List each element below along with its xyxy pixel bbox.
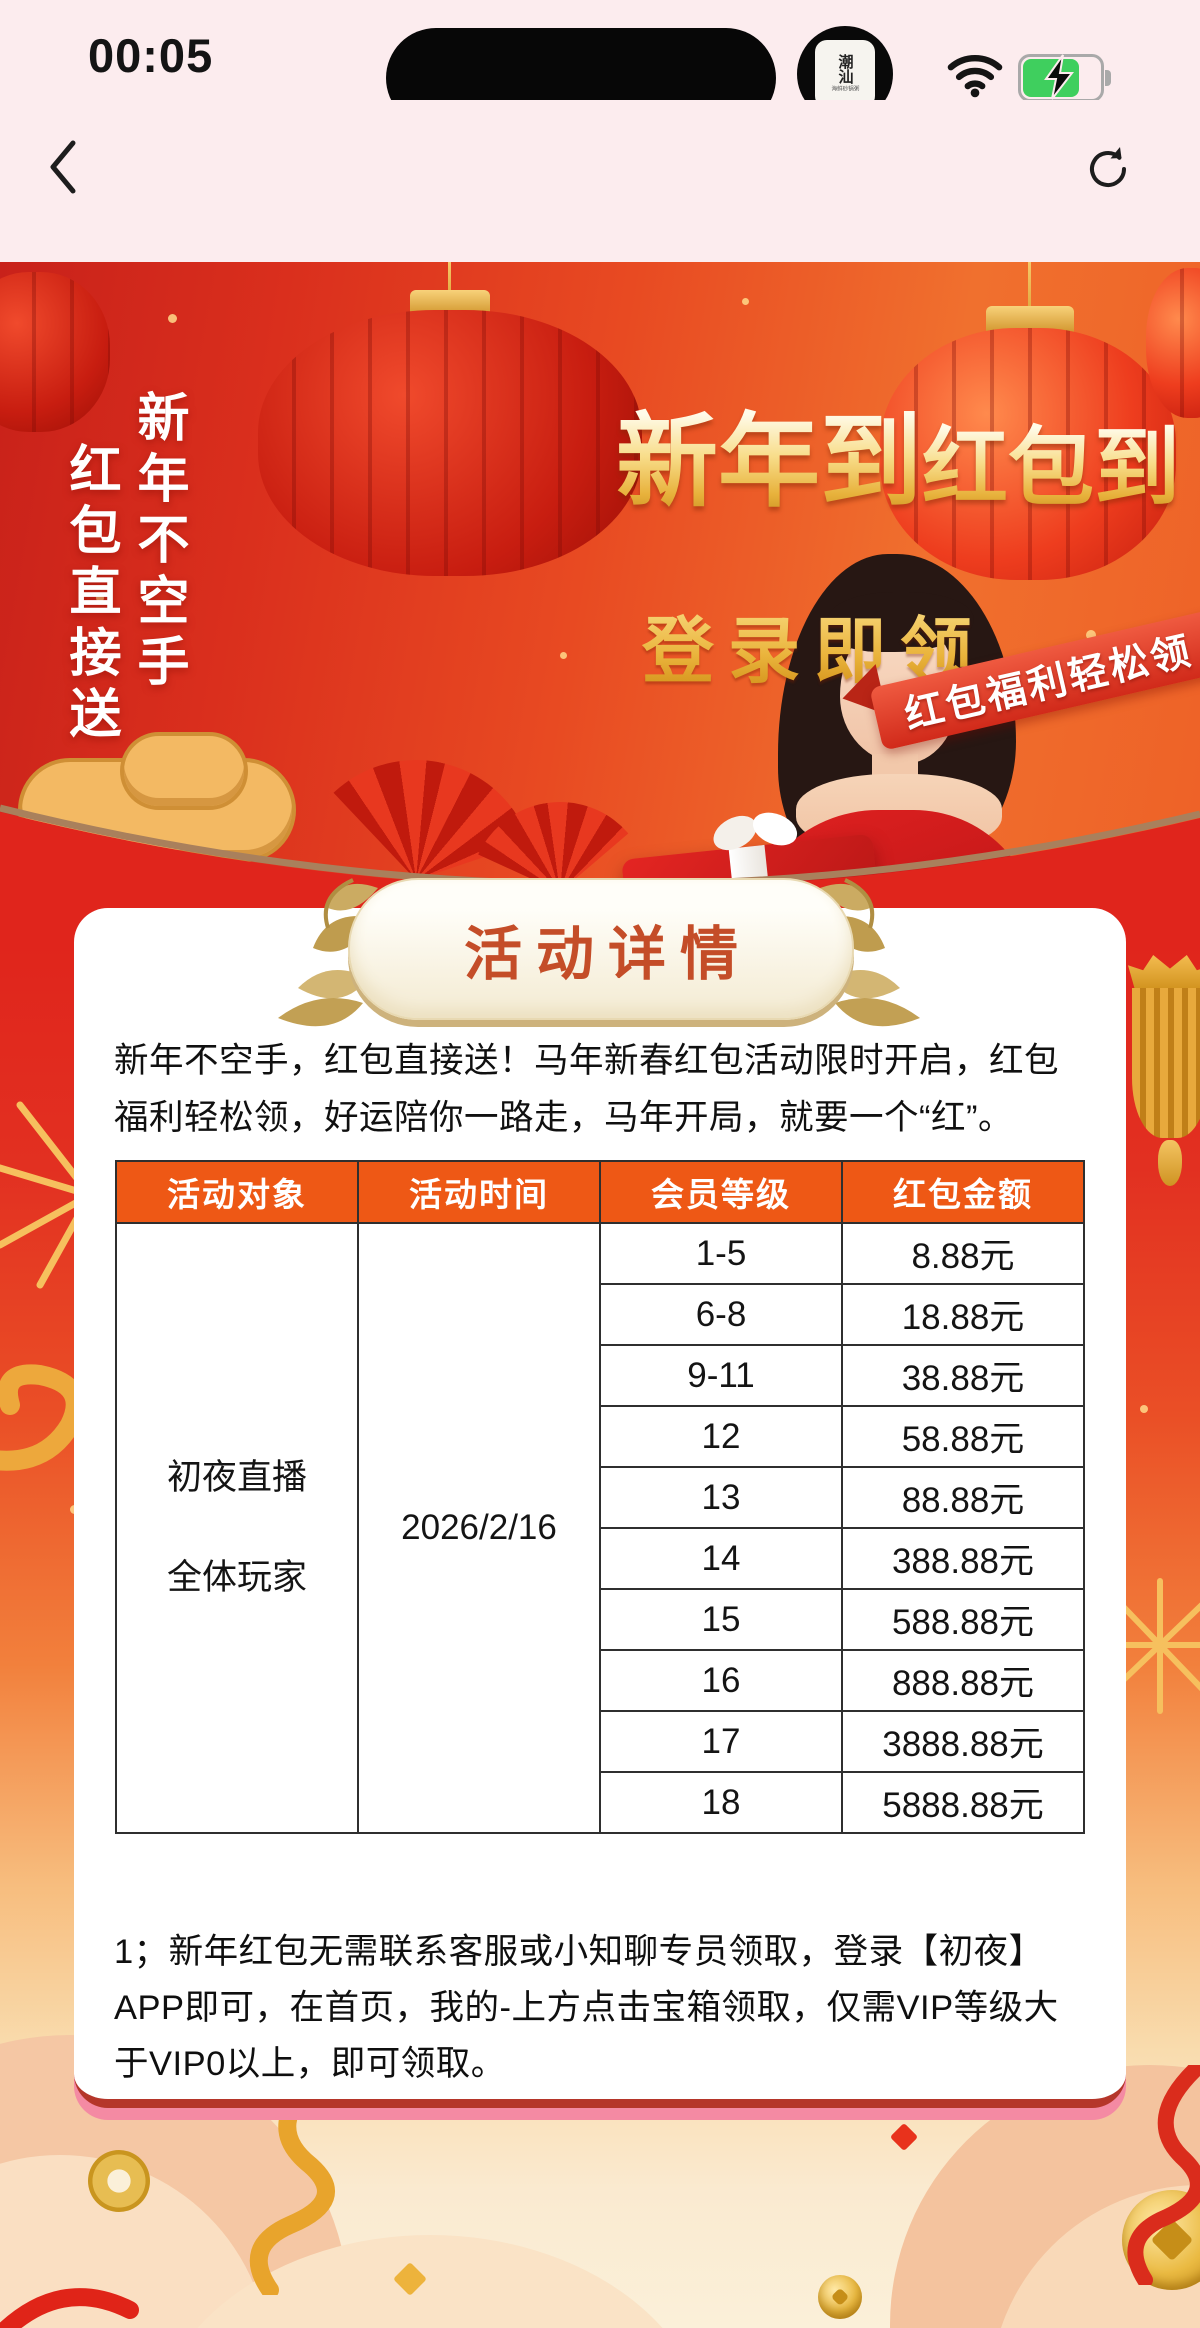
banner-title-sub: 红包到 (922, 420, 1180, 516)
banner-vertical-slogan-right: 新年不空手 (129, 390, 186, 695)
promo-banner: 新年不空手 红包直接送 新年到红包到 登录即领 红包福利轻松领 (0, 262, 1200, 960)
gold-leaves-decoration (278, 878, 378, 1027)
cell-level: 9-11 (599, 1344, 843, 1407)
table-row: 17 3888.88元 (116, 1710, 1085, 1773)
col-header-date: 活动时间 (357, 1160, 601, 1224)
cell-level: 16 (599, 1649, 843, 1712)
cell-amount: 588.88元 (841, 1588, 1085, 1651)
sparkle-dot (1140, 1405, 1148, 1413)
sparkle-dot (96, 594, 104, 602)
cell-amount: 18.88元 (841, 1283, 1085, 1346)
cell-target: 初夜直播 全体玩家 (115, 1222, 359, 1834)
lantern-tassel-fringe (1132, 988, 1200, 1138)
cell-amount: 38.88元 (841, 1344, 1085, 1407)
charging-bolt-icon (1044, 54, 1075, 100)
woman-hair-fringe (828, 592, 974, 652)
col-header-level: 会员等级 (599, 1160, 843, 1224)
lantern-string (448, 262, 451, 312)
sparkle-dot (1086, 630, 1096, 640)
details-card: 新年不空手，红包直接送！马年新春红包活动限时开启，红包福利轻松领，好运陪你一路走… (74, 908, 1126, 2108)
app-badge-subtext: 海鲜砂锅粥 (831, 86, 859, 93)
lantern-icon (258, 310, 642, 576)
lantern-icon (0, 272, 110, 432)
details-header-title: 活动详情 (463, 922, 752, 987)
cell-amount: 58.88元 (841, 1405, 1085, 1468)
sparkle-dot (168, 314, 177, 323)
target-line: 全体玩家 (166, 1558, 307, 1597)
col-header-amount: 红包金额 (841, 1160, 1085, 1224)
reward-table: 活动对象 活动时间 会员等级 红包金额 初夜直播 全体玩家 2026/2/16 … (115, 1160, 1085, 1834)
lantern-icon (1146, 268, 1200, 418)
cell-level: 18 (599, 1771, 843, 1834)
details-header: 活动详情 (348, 878, 854, 1020)
table-row: 18 5888.88元 (116, 1771, 1085, 1834)
banner-vertical-slogan-left: 红包直接送 (61, 442, 118, 747)
table-row: 14 388.88元 (116, 1527, 1085, 1590)
cell-level: 17 (599, 1710, 843, 1773)
cell-level: 6-8 (599, 1283, 843, 1346)
table-row: 15 588.88元 (116, 1588, 1085, 1651)
gold-ribbon-icon (249, 2075, 335, 2295)
lantern-tassel-pendant (1158, 1140, 1182, 1186)
battery-nub (1105, 70, 1111, 86)
sparkle-dot (742, 298, 749, 305)
red-ribbon-icon (0, 2288, 139, 2328)
sparkle-dot (560, 652, 567, 659)
wifi-icon (947, 55, 1003, 98)
banner-title-main: 新年到 (616, 405, 922, 519)
cell-date: 2026/2/16 (357, 1222, 601, 1834)
lantern-icon (880, 328, 1176, 580)
cell-level: 14 (599, 1527, 843, 1590)
cell-amount: 388.88元 (841, 1527, 1085, 1590)
cell-level: 15 (599, 1588, 843, 1651)
confetti-bit (889, 2122, 919, 2152)
app-badge-logo: 潮汕 海鲜砂锅粥 (815, 40, 875, 108)
cell-amount: 888.88元 (841, 1649, 1085, 1712)
lantern-tassel-crown (1128, 955, 1200, 989)
target-line: 初夜直播 (166, 1458, 307, 1497)
banner-title: 新年到红包到 (616, 380, 1180, 527)
table-row: 13 88.88元 (116, 1466, 1085, 1529)
cell-amount: 8.88元 (841, 1222, 1085, 1285)
table-row: 初夜直播 全体玩家 2026/2/16 1-5 8.88元 (115, 1222, 1085, 1834)
lantern-string (1028, 262, 1031, 332)
battery-icon (1018, 54, 1111, 102)
claim-note: 1；新年红包无需联系客服或小知聊专员领取，登录【初夜】APP即可，在首页，我的-… (114, 1933, 1059, 2083)
table-row: 9-11 38.88元 (116, 1344, 1085, 1407)
table-row: 16 888.88元 (116, 1649, 1085, 1712)
back-button[interactable] (46, 138, 80, 196)
table-row: 12 58.88元 (116, 1405, 1085, 1468)
app-badge-text: 潮汕 (836, 54, 854, 84)
cell-level: 13 (599, 1466, 843, 1529)
cell-amount: 5888.88元 (841, 1771, 1085, 1834)
gold-coin-icon (818, 2275, 862, 2319)
woman-eye (862, 678, 878, 686)
refresh-button[interactable] (1082, 142, 1136, 196)
status-time: 00:05 (88, 29, 214, 82)
red-ribbon-icon (1127, 2065, 1200, 2285)
cell-level: 12 (599, 1405, 843, 1468)
intro-text: 新年不空手，红包直接送！马年新春红包活动限时开启，红包福利轻松领，好运陪你一路走… (114, 1042, 1059, 1137)
table-row: 6-8 18.88元 (116, 1283, 1085, 1346)
gold-coin-icon (88, 2150, 150, 2212)
nav-bar (0, 100, 1200, 262)
gold-cloud-decoration (120, 732, 248, 810)
cell-amount: 88.88元 (841, 1466, 1085, 1529)
cell-amount: 3888.88元 (841, 1710, 1085, 1773)
cell-level: 1-5 (599, 1222, 843, 1285)
col-header-target: 活动对象 (115, 1160, 359, 1224)
table-header-row: 活动对象 活动时间 会员等级 红包金额 (115, 1160, 1085, 1224)
